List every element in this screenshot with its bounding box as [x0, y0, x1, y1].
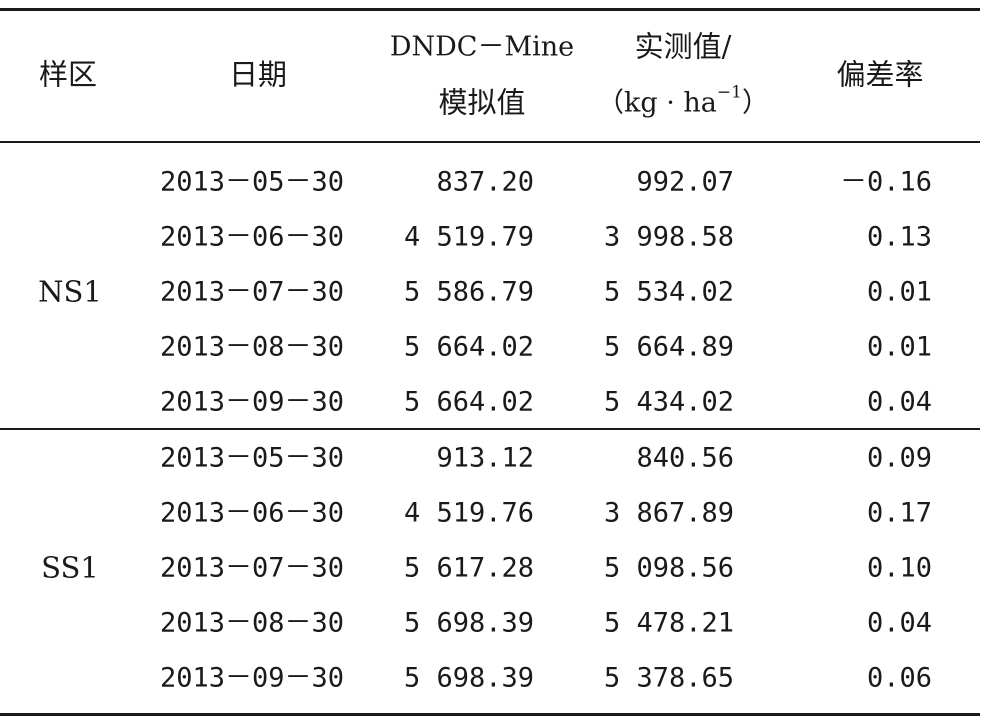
- header-rule: [0, 141, 980, 143]
- cell-measured: 840.56: [636, 442, 734, 474]
- cell-simulated: 837.20: [436, 166, 534, 198]
- cell-date: 2013－06－30: [160, 497, 345, 529]
- cell-measured: 5 098.56: [603, 552, 734, 584]
- cell-simulated: 5 586.79: [403, 276, 534, 308]
- cell-simulated: 4 519.76: [403, 497, 534, 529]
- cell-deviation: 0.04: [866, 607, 932, 639]
- header-date: 日期: [228, 57, 288, 92]
- cell-simulated: 913.12: [436, 442, 534, 474]
- header-deviation: 偏差率: [836, 57, 924, 92]
- cell-date: 2013－05－30: [160, 166, 345, 198]
- cell-measured: 5 434.02: [603, 386, 734, 418]
- cell-deviation: 0.01: [866, 276, 932, 308]
- cell-simulated: 5 698.39: [403, 662, 534, 694]
- cell-simulated: 5 617.28: [403, 552, 534, 584]
- bottom-rule: [0, 713, 980, 716]
- cell-deviation: 0.06: [866, 662, 932, 694]
- cell-measured: 3 998.58: [603, 221, 734, 253]
- cell-simulated: 4 519.79: [403, 221, 534, 253]
- cell-deviation: 0.13: [866, 221, 932, 253]
- header-simulated-line2: 模拟值: [438, 85, 526, 120]
- cell-deviation: 0.09: [866, 442, 932, 474]
- cell-deviation: 0.01: [866, 331, 932, 363]
- site-label: SS1: [41, 550, 99, 585]
- cell-simulated: 5 698.39: [403, 607, 534, 639]
- cell-measured: 3 867.89: [603, 497, 734, 529]
- cell-simulated: 5 664.02: [403, 331, 534, 363]
- cell-date: 2013－06－30: [160, 221, 345, 253]
- cell-simulated: 5 664.02: [403, 386, 534, 418]
- cell-measured: 992.07: [636, 166, 734, 198]
- cell-date: 2013－08－30: [160, 331, 345, 363]
- header-measured-unit: （kg · ha: [597, 87, 717, 119]
- header-measured-line2: （kg · ha−1）: [597, 84, 769, 119]
- cell-measured: 5 664.89: [603, 331, 734, 363]
- cell-measured: 5 534.02: [603, 276, 734, 308]
- group-divider-rule: [0, 428, 980, 430]
- cell-date: 2013－07－30: [160, 552, 345, 584]
- header-simulated-line1: DNDC－Mine: [389, 31, 575, 63]
- header-measured-unit-exponent: −1: [716, 82, 742, 103]
- cell-deviation: －0.16: [839, 166, 932, 198]
- header-measured-line1: 实测值/: [634, 29, 732, 64]
- cell-date: 2013－09－30: [160, 386, 345, 418]
- top-rule: [0, 8, 980, 11]
- cell-deviation: 0.17: [866, 497, 932, 529]
- cell-measured: 5 478.21: [603, 607, 734, 639]
- cell-date: 2013－05－30: [160, 442, 345, 474]
- site-label: NS1: [38, 274, 102, 309]
- header-measured-unit-close: ）: [741, 87, 769, 119]
- cell-date: 2013－07－30: [160, 276, 345, 308]
- cell-deviation: 0.04: [866, 386, 932, 418]
- cell-measured: 5 378.65: [603, 662, 734, 694]
- cell-deviation: 0.10: [866, 552, 932, 584]
- header-site: 样区: [38, 57, 98, 92]
- cell-date: 2013－08－30: [160, 607, 345, 639]
- cell-date: 2013－09－30: [160, 662, 345, 694]
